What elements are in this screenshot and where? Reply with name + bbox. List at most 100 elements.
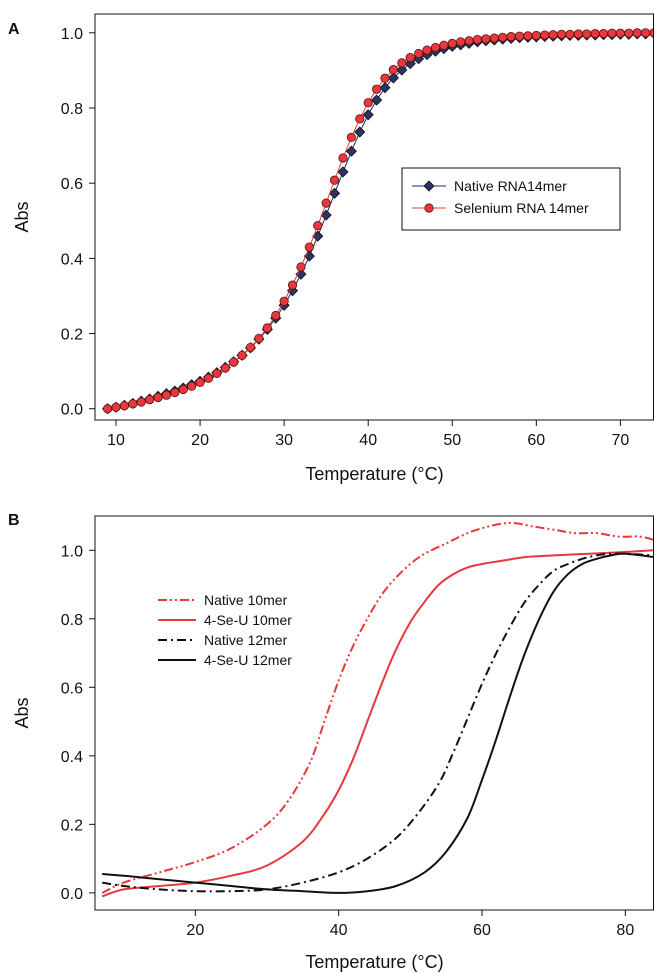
data-point: [362, 109, 374, 121]
data-point: [397, 58, 407, 68]
series-4-se-u-10mer: [101, 549, 654, 898]
data-point: [178, 384, 188, 395]
panel-a-ticks: 10 20 30 40 50 60 70 0.0 0.2 0.4 0.6 0.8 1.0: [61, 26, 630, 449]
data-point: [565, 29, 575, 39]
data-point: [582, 29, 592, 39]
series-line: [101, 549, 654, 898]
data-point: [523, 31, 533, 41]
data-point: [380, 73, 390, 83]
data-point: [313, 221, 323, 231]
data-point: [203, 373, 214, 383]
panel-a-y-axis-title: Abs: [12, 201, 32, 232]
panel-b-frame: [94, 515, 654, 911]
data-point: [632, 28, 642, 38]
panel-b-ticks: 20 40 60 80 0.0 0.2 0.4 0.6 0.8 1.0: [61, 543, 635, 939]
data-point: [279, 296, 289, 306]
data-point: [414, 48, 424, 59]
data-point: [590, 28, 600, 39]
x-tick-label: 10: [107, 432, 125, 449]
series-line: [102, 552, 654, 894]
y-tick-label: 0.4: [61, 251, 83, 268]
data-point: [498, 32, 508, 42]
data-point: [456, 37, 466, 47]
data-point: [329, 187, 341, 199]
data-point: [161, 390, 172, 400]
x-tick-label: 40: [330, 922, 348, 939]
y-tick-label: 0.6: [61, 176, 83, 193]
data-point: [296, 262, 306, 272]
series-native-10mer: [101, 521, 654, 894]
data-point: [212, 368, 222, 378]
data-point: [640, 28, 651, 38]
x-tick-label: 40: [359, 432, 377, 449]
legend-label: 4-Se-U 10mer: [204, 612, 292, 628]
data-point: [540, 30, 550, 40]
legend-box: [401, 167, 621, 231]
panel-b-letter: B: [8, 512, 20, 529]
data-point: [388, 65, 399, 75]
legend-label: 4-Se-U 12mer: [204, 652, 292, 668]
data-point: [481, 34, 491, 44]
legend-marker: [423, 180, 435, 192]
panel-b-series: [101, 521, 654, 898]
y-tick-label: 1.0: [61, 26, 83, 43]
data-point: [422, 45, 432, 55]
legend-label: Native 12mer: [204, 632, 288, 648]
panel-a: A 10 20 30 40 50 60 70 0.0 0.2 0.4 0.6 0.8 1.0 Tempe…: [8, 13, 654, 484]
legend-marker: [424, 203, 434, 213]
x-tick-label: 30: [275, 432, 293, 449]
data-point: [607, 28, 617, 38]
data-point: [556, 29, 567, 39]
data-point: [304, 242, 314, 252]
x-tick-label: 60: [527, 432, 545, 449]
panel-b: B 20 40 60 80 0.0 0.2 0.4 0.6 0.8 1.0 Temperature…: [8, 512, 654, 972]
data-point: [329, 175, 340, 185]
data-point: [615, 28, 625, 38]
x-tick-label: 60: [473, 922, 491, 939]
data-point: [220, 363, 230, 373]
data-point: [136, 397, 146, 407]
data-point: [379, 82, 391, 94]
y-tick-label: 1.0: [61, 543, 83, 560]
data-point: [128, 399, 138, 409]
data-point: [271, 310, 281, 321]
data-point: [396, 64, 408, 76]
panel-a-series: [102, 27, 654, 415]
legend-label: Native RNA14mer: [454, 178, 567, 194]
data-point: [111, 402, 121, 412]
data-point: [338, 153, 348, 163]
y-tick-label: 0.4: [61, 749, 83, 766]
legend-label: Native 10mer: [204, 592, 288, 608]
y-tick-label: 0.6: [61, 680, 83, 697]
data-point: [573, 29, 583, 39]
data-point: [119, 401, 130, 411]
data-point: [187, 381, 197, 391]
data-point: [447, 38, 457, 48]
data-point: [624, 28, 634, 38]
data-point: [229, 357, 239, 367]
x-tick-label: 70: [611, 432, 629, 449]
data-point: [506, 31, 516, 42]
data-point: [354, 126, 366, 138]
data-point: [531, 30, 541, 41]
y-tick-label: 0.2: [61, 817, 83, 834]
data-point: [548, 30, 558, 40]
data-point: [472, 34, 483, 45]
y-tick-label: 0.0: [61, 886, 83, 903]
panel-a-legend: Native RNA14mer Selenium RNA 14mer: [401, 167, 621, 231]
data-point: [287, 280, 298, 290]
data-point: [355, 114, 365, 124]
data-point: [372, 84, 382, 94]
data-point: [337, 166, 349, 178]
data-point: [514, 31, 525, 41]
data-point: [170, 387, 180, 398]
y-tick-label: 0.8: [61, 101, 83, 118]
data-point: [489, 33, 499, 43]
data-point: [103, 404, 113, 414]
x-tick-label: 20: [186, 922, 204, 939]
y-tick-label: 0.0: [61, 402, 83, 419]
data-point: [346, 132, 356, 142]
data-point: [598, 28, 609, 39]
data-point: [321, 198, 331, 208]
